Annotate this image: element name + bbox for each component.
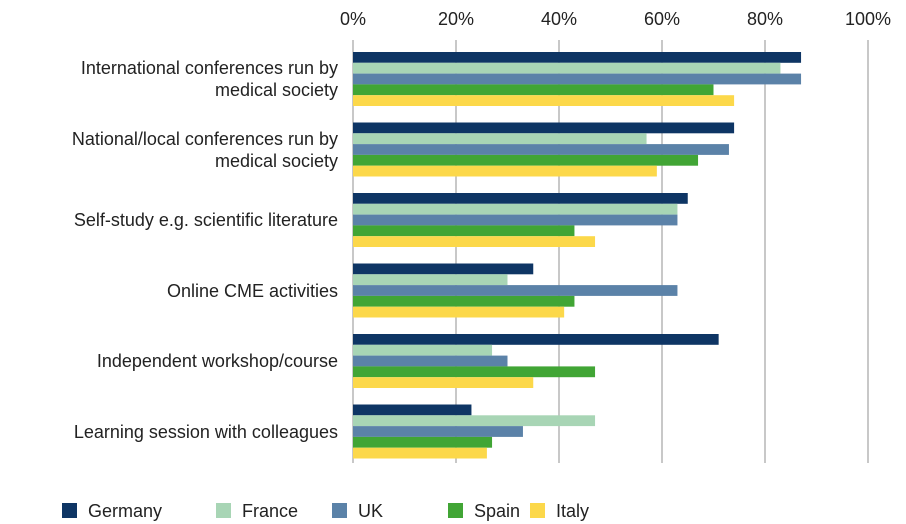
bar <box>353 344 493 356</box>
bar <box>353 154 699 166</box>
bar <box>353 52 802 63</box>
bar <box>353 203 678 215</box>
bar <box>353 214 678 226</box>
bar <box>353 263 534 275</box>
x-tick-label: 60% <box>644 9 680 29</box>
bar <box>353 225 575 237</box>
y-tick-label: National/local conferences run by medica… <box>71 128 338 171</box>
bar <box>353 165 657 177</box>
bar <box>353 274 508 286</box>
legend-swatch <box>530 503 545 518</box>
bar <box>353 122 735 134</box>
bar <box>353 377 534 388</box>
legend-swatch <box>448 503 463 518</box>
legend-swatch <box>216 503 231 518</box>
bar <box>353 404 472 416</box>
legend-label: Spain <box>474 501 520 521</box>
bar <box>353 144 729 155</box>
legend-label: Germany <box>88 501 162 521</box>
legend-swatch <box>332 503 347 518</box>
bar <box>353 426 523 437</box>
bar <box>353 295 575 307</box>
legend-label: France <box>242 501 298 521</box>
x-tick-label: 0% <box>340 9 366 29</box>
legend-label: UK <box>358 501 383 521</box>
x-tick-label: 100% <box>845 9 891 29</box>
bar <box>353 334 719 345</box>
bar <box>353 95 735 106</box>
bar <box>353 436 493 448</box>
bar <box>353 447 487 459</box>
y-tick-label: Online CME activities <box>166 280 338 301</box>
bar <box>353 415 596 427</box>
y-tick-label: Self-study e.g. scientific literature <box>73 210 338 230</box>
legend-label: Italy <box>556 501 589 521</box>
bar <box>353 133 647 145</box>
bar <box>353 285 678 296</box>
x-tick-label: 20% <box>438 9 474 29</box>
bar <box>353 236 596 247</box>
bar <box>353 366 596 378</box>
bar <box>353 306 565 318</box>
legend-swatch <box>62 503 77 518</box>
bar <box>353 355 508 367</box>
y-tick-label: Independent workshop/course <box>96 351 338 371</box>
bar <box>353 73 802 85</box>
y-tick-label: International conferences run by medical… <box>80 58 338 100</box>
y-tick-label: Learning session with colleagues <box>73 421 338 442</box>
x-tick-label: 40% <box>541 9 577 29</box>
x-tick-label: 80% <box>747 9 783 29</box>
bar <box>353 84 714 96</box>
bar <box>353 193 688 204</box>
bar <box>353 62 781 74</box>
